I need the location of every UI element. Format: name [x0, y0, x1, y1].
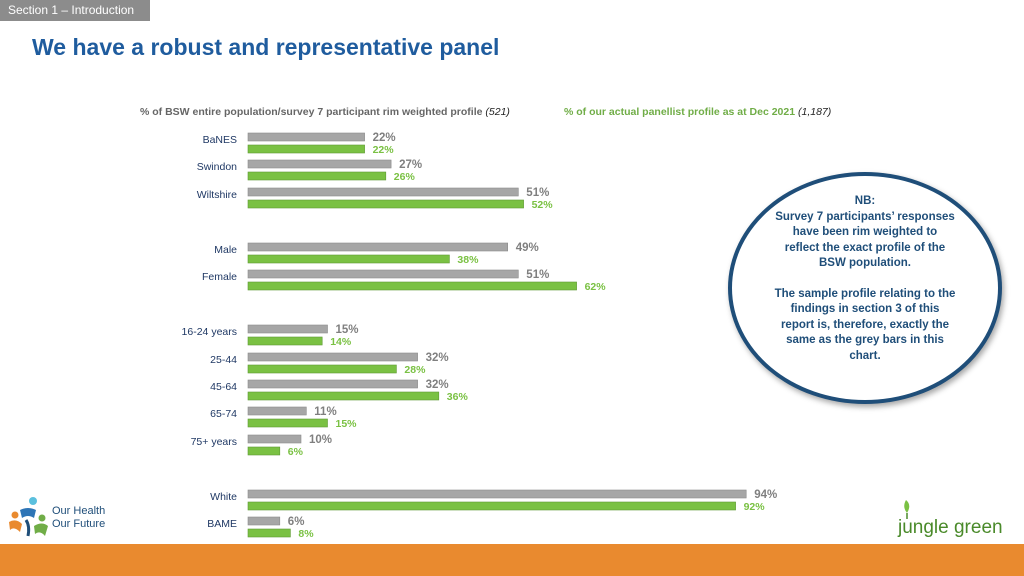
grey-value-label-75-years: 10% — [309, 434, 332, 446]
green-bar-75-years — [247, 446, 281, 456]
footer-bar — [0, 544, 1024, 576]
jungle-green-wordmark: jungle green — [897, 517, 1003, 538]
green-value-label-male: 38% — [457, 254, 479, 266]
category-label-white: White — [210, 491, 237, 503]
green-value-label-75-years: 6% — [288, 446, 304, 458]
grey-value-label-65-74: 11% — [314, 406, 336, 418]
green-value-label-25-44: 28% — [404, 364, 426, 376]
ohof-line1: Our Health — [52, 505, 106, 517]
ohof-line2: Our Future — [52, 518, 106, 530]
grey-bar-male — [247, 242, 509, 252]
green-bar-swindon — [247, 171, 387, 181]
grey-bar-swindon — [247, 159, 392, 169]
category-label-swindon: Swindon — [197, 161, 237, 173]
grey-bar-wiltshire — [247, 187, 519, 197]
green-value-label-white: 92% — [744, 501, 766, 513]
green-value-label-65-74: 15% — [336, 418, 358, 430]
grey-value-label-swindon: 27% — [399, 159, 422, 171]
green-bar-wiltshire — [247, 199, 524, 209]
category-label-75-years: 75+ years — [191, 436, 237, 448]
category-label-banes: BaNES — [203, 134, 237, 146]
green-value-label-banes: 22% — [373, 144, 395, 156]
page-title: We have a robust and representative pane… — [32, 34, 500, 60]
grey-value-label-white: 94% — [754, 489, 777, 501]
grey-bar-65-74 — [247, 406, 307, 416]
green-bar-female — [247, 281, 577, 291]
grey-value-label-female: 51% — [526, 269, 549, 281]
grey-bar-banes — [247, 132, 365, 142]
grey-bar-16-24-years — [247, 324, 328, 334]
grey-value-label-banes: 22% — [373, 132, 396, 144]
green-value-label-swindon: 26% — [394, 171, 416, 183]
green-bar-male — [247, 254, 450, 264]
green-bar-25-44 — [247, 364, 397, 374]
jungle-green-logo-icon: jungle green — [897, 500, 1003, 538]
legend-grey-series: % of BSW entire population/survey 7 part… — [140, 106, 510, 118]
section-tab: Section 1 – Introduction — [0, 0, 150, 21]
category-label-25-44: 25-44 — [210, 354, 237, 366]
our-health-our-future-wordmark: Our Health Our Future — [52, 505, 105, 531]
grey-bar-female — [247, 269, 519, 279]
grey-bar-45-64 — [247, 379, 418, 389]
green-value-label-wiltshire: 52% — [532, 199, 554, 211]
green-value-label-16-24-years: 14% — [330, 336, 352, 348]
grey-value-label-male: 49% — [516, 242, 539, 254]
green-bar-65-74 — [247, 418, 328, 428]
nb-callout-text: NB: Survey 7 participants’ responses hav… — [774, 194, 956, 364]
nb-callout-circle — [728, 172, 1002, 404]
green-bar-45-64 — [247, 391, 440, 401]
category-label-wiltshire: Wiltshire — [197, 189, 237, 201]
green-bar-white — [247, 501, 736, 511]
green-bar-16-24-years — [247, 336, 323, 346]
nb-line-weighting: Survey 7 participants’ responses have be… — [775, 210, 955, 270]
grey-bar-75-years — [247, 434, 302, 444]
nb-line-sample-profile: The sample profile relating to the findi… — [774, 287, 956, 362]
nb-heading: NB: — [854, 195, 876, 207]
category-label-bame: BAME — [207, 518, 237, 530]
category-label-16-24-years: 16-24 years — [182, 326, 237, 338]
green-value-label-45-64: 36% — [447, 391, 469, 403]
grey-value-label-45-64: 32% — [426, 379, 449, 391]
legend-grey-n: (521) — [485, 106, 510, 118]
legend-green-series: % of our actual panellist profile as at … — [564, 106, 831, 118]
category-label-female: Female — [202, 271, 237, 283]
green-value-label-female: 62% — [585, 281, 607, 293]
grey-value-label-bame: 6% — [288, 516, 305, 528]
category-label-male: Male — [214, 244, 237, 256]
grey-bar-bame — [247, 516, 281, 526]
grey-bar-25-44 — [247, 352, 418, 362]
our-health-our-future-logo-icon — [9, 497, 48, 537]
category-label-65-74: 65-74 — [210, 408, 237, 420]
grey-value-label-25-44: 32% — [426, 352, 449, 364]
grey-value-label-wiltshire: 51% — [526, 187, 549, 199]
legend-green-label: % of our actual panellist profile as at … — [564, 106, 796, 118]
green-bar-banes — [247, 144, 365, 154]
grey-bar-white — [247, 489, 747, 499]
grey-value-label-16-24-years: 15% — [336, 324, 359, 336]
green-value-label-bame: 8% — [298, 528, 314, 540]
category-label-45-64: 45-64 — [210, 381, 237, 393]
legend-grey-label: % of BSW entire population/survey 7 part… — [140, 106, 483, 118]
legend-green-n: (1,187) — [798, 106, 832, 118]
green-bar-bame — [247, 528, 291, 538]
